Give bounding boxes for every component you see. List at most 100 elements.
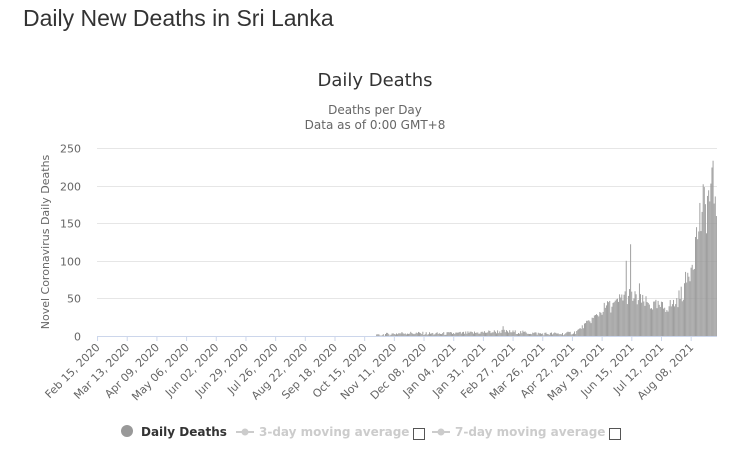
bar[interactable] [470,331,472,336]
bar[interactable] [686,282,688,336]
bar[interactable] [680,286,682,336]
bar[interactable] [455,332,457,336]
bar[interactable] [593,315,595,336]
bar[interactable] [464,333,466,336]
bar[interactable] [666,310,668,336]
bar[interactable] [660,301,662,336]
bar[interactable] [668,306,670,336]
bar[interactable] [403,333,405,336]
bar[interactable] [405,334,407,336]
bar[interactable] [578,328,580,336]
bar[interactable] [523,331,525,336]
bar[interactable] [463,331,464,336]
bar[interactable] [531,334,533,336]
bar[interactable] [688,276,690,336]
bar[interactable] [458,332,460,336]
bar[interactable] [533,333,535,336]
bar[interactable] [608,302,610,336]
bar[interactable] [518,333,519,336]
bar[interactable] [516,334,518,336]
bar[interactable] [540,333,541,336]
bar[interactable] [537,332,539,336]
bar[interactable] [599,311,601,336]
bar[interactable] [479,333,481,336]
bar[interactable] [564,334,566,336]
bar[interactable] [521,333,523,336]
bar[interactable] [653,301,655,336]
bar[interactable] [559,334,561,336]
bar[interactable] [441,334,443,336]
bar[interactable] [571,334,573,336]
legend-checkbox-7-day[interactable] [609,428,621,440]
bar[interactable] [498,333,500,336]
bar[interactable] [590,323,592,336]
legend-item-daily-deaths[interactable]: Daily Deaths [121,425,227,439]
bar[interactable] [545,332,547,336]
bar[interactable] [551,332,552,336]
bar[interactable] [640,294,641,336]
bar[interactable] [641,302,643,336]
bar[interactable] [649,308,651,336]
bar[interactable] [682,299,684,336]
bar[interactable] [575,334,577,336]
bar[interactable] [592,317,594,336]
bar[interactable] [701,211,703,336]
bar[interactable] [534,332,536,336]
bar[interactable] [602,311,604,336]
bar[interactable] [634,291,636,336]
bar[interactable] [500,333,502,336]
bar[interactable] [469,331,471,336]
bar[interactable] [421,334,423,336]
bar[interactable] [572,333,574,336]
bar[interactable] [482,332,484,336]
bar[interactable] [690,267,692,336]
bar[interactable] [547,334,549,336]
bar[interactable] [670,306,672,336]
bar[interactable] [387,332,389,336]
bar[interactable] [558,334,560,336]
bar[interactable] [594,314,596,336]
bar[interactable] [615,299,617,336]
bar[interactable] [494,331,496,336]
bar[interactable] [715,216,717,336]
bar[interactable] [633,298,635,336]
bar[interactable] [706,233,707,336]
bar[interactable] [609,300,611,336]
bar[interactable] [548,334,550,336]
bar[interactable] [505,330,507,336]
bar[interactable] [450,332,452,336]
bar[interactable] [499,331,501,336]
bar[interactable] [632,300,634,336]
bar[interactable] [642,294,644,336]
bar[interactable] [407,333,408,336]
bar[interactable] [546,333,548,336]
bar[interactable] [585,323,587,336]
bar[interactable] [435,332,437,336]
bar[interactable] [388,334,390,336]
bar[interactable] [447,332,449,336]
bar[interactable] [658,304,660,336]
bar[interactable] [411,333,413,336]
bar[interactable] [524,331,526,336]
bar[interactable] [637,300,639,336]
bar[interactable] [611,306,613,336]
bar[interactable] [493,330,495,336]
bar[interactable] [676,298,678,336]
bar[interactable] [708,190,710,336]
bar[interactable] [692,269,694,336]
bar[interactable] [603,302,605,336]
bar[interactable] [674,306,676,336]
bar[interactable] [433,334,435,336]
bar[interactable] [459,331,461,336]
bar[interactable] [697,239,699,336]
bar[interactable] [678,290,680,336]
bar[interactable] [707,195,709,336]
bar[interactable] [619,294,621,336]
bar[interactable] [681,301,683,336]
bar[interactable] [508,332,510,336]
bar[interactable] [410,331,412,336]
bar[interactable] [461,332,463,336]
bar[interactable] [526,333,528,336]
bar[interactable] [515,334,517,336]
bar[interactable] [507,331,508,336]
